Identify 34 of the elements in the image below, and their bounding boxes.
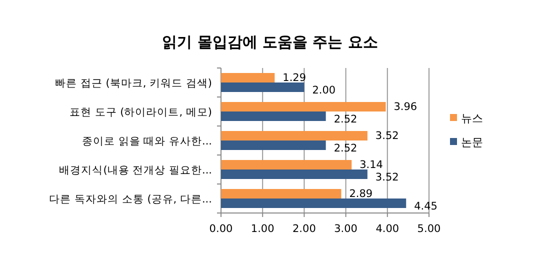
- y-tick-label: 표현 도구 (하이라이트, 메모): [69, 106, 212, 118]
- x-tick-label: 1.00: [250, 223, 274, 235]
- x-tick-label: 5.00: [417, 223, 441, 235]
- x-tick-label: 3.00: [334, 223, 358, 235]
- chart-title: 읽기 몰입감에 도움을 주는 요소: [162, 33, 378, 51]
- data-label: 3.96: [394, 100, 418, 113]
- legend-label: 논문: [461, 136, 483, 149]
- data-label: 2.52: [334, 113, 358, 126]
- bar: [221, 160, 352, 170]
- bar: [221, 140, 326, 150]
- x-tick-label: 4.00: [376, 223, 400, 235]
- bar: [221, 131, 368, 140]
- legend-label: 뉴스: [461, 112, 483, 125]
- data-label: 2.89: [349, 188, 373, 200]
- data-label: 3.14: [360, 158, 384, 171]
- y-tick-label: 다른 독자와의 소통 (공유, 다른...: [49, 194, 212, 206]
- data-label: 2.52: [334, 142, 358, 154]
- data-label: 3.52: [375, 171, 399, 184]
- bar: [221, 198, 406, 208]
- bar: [221, 170, 368, 179]
- bar: [221, 82, 304, 92]
- data-label: 1.29: [282, 72, 306, 84]
- y-tick-label: 배경지식(내용 전개상 필요한...: [59, 164, 212, 176]
- x-tick-label: 2.00: [292, 223, 316, 235]
- data-label: 3.52: [375, 130, 399, 142]
- x-tick-label: 0.00: [209, 223, 233, 235]
- bar: [221, 112, 326, 121]
- y-tick-label: 종이로 읽을 때와 유사한...: [82, 136, 212, 148]
- bar: [221, 189, 342, 198]
- bar: [221, 102, 386, 112]
- data-label: 2.00: [312, 84, 336, 96]
- y-tick-label: 빠른 접근 (북마크, 키워드 검색): [55, 78, 212, 90]
- data-label: 4.45: [414, 200, 438, 212]
- bar: [221, 73, 275, 82]
